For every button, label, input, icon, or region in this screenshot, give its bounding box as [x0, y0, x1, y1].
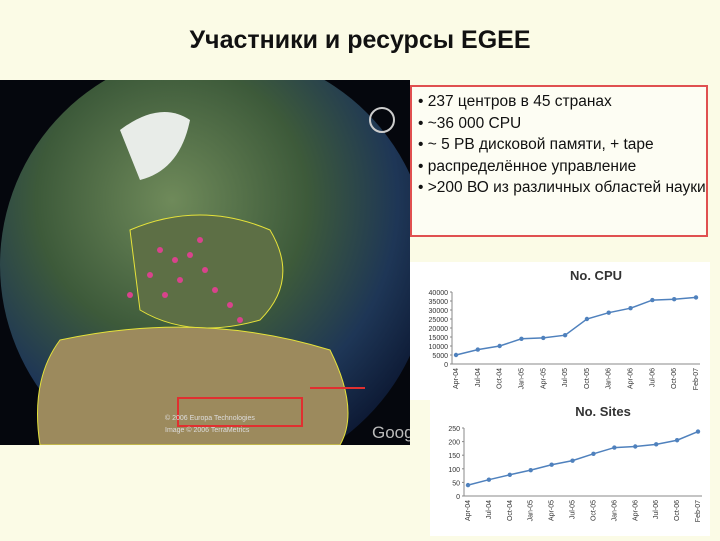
x-tick-label: Jul-04	[475, 368, 482, 387]
y-tick-label: 25000	[429, 317, 449, 324]
point	[628, 306, 633, 311]
point	[528, 467, 533, 473]
bullet: • >200 ВО из различных областей науки	[418, 179, 706, 196]
point	[497, 343, 502, 349]
credit: © 2006 Europa Technologies	[165, 414, 255, 422]
bullet: • распределённое управление	[418, 157, 637, 175]
credit: Image © 2006 TerraMetrics	[165, 426, 250, 434]
highlight-box	[177, 397, 303, 427]
x-tick-label: Oct-05	[590, 500, 597, 521]
y-tick-label: 0	[456, 494, 460, 501]
point	[519, 336, 524, 341]
land-ice	[120, 112, 190, 180]
y-tick-label: 5000	[432, 353, 448, 360]
x-tick-label: Feb-07	[695, 500, 702, 522]
logo: Google	[372, 423, 410, 442]
point	[465, 482, 471, 488]
point	[633, 444, 638, 449]
point	[562, 333, 568, 338]
line	[455, 296, 697, 356]
x-tick-label: Feb-07	[693, 368, 700, 390]
point	[549, 462, 554, 467]
chart-box: No. CPU 0 5000 10000 15000 20000 25000 30000 350…	[410, 262, 710, 400]
point	[695, 429, 701, 434]
point	[674, 438, 680, 443]
globe-image: © 2006 Europa Technologies Image © 2006 …	[0, 80, 410, 445]
x-tick-label: Oct-06	[674, 500, 681, 521]
y-tick-label: 0	[444, 362, 448, 369]
point	[475, 347, 481, 352]
y-tick-label: 100	[448, 467, 460, 474]
point	[541, 335, 546, 341]
point	[591, 451, 596, 457]
point	[650, 297, 655, 303]
x-tick-label: Oct-06	[671, 368, 678, 389]
x-tick-label: Apr-06	[632, 500, 639, 521]
slide-title: Участники и ресурсы EGEE	[189, 26, 531, 54]
point	[453, 352, 459, 358]
x-tick-label: Oct-05	[584, 368, 591, 389]
bullet-box: • 237 центров в 45 странах • ~36 000 CPU •…	[410, 85, 708, 237]
x-tick-label: Jul-05	[562, 368, 569, 387]
site-markers	[127, 237, 243, 323]
x-tick-label: Apr-04	[465, 500, 472, 521]
y-tick-label: 150	[448, 453, 460, 460]
y-tick-label: 35000	[429, 299, 449, 306]
compass	[369, 107, 395, 133]
x-tick-label: Oct-04	[497, 368, 504, 389]
x-tick-label: Jan-06	[606, 368, 613, 390]
point	[570, 458, 575, 463]
x-tick-label: Jul-05	[570, 500, 577, 519]
y-tick-label: 20000	[429, 326, 449, 333]
y-tick-label: 40000	[429, 290, 449, 297]
x-tick-label: Apr-05	[549, 500, 556, 521]
x-tick-label: Oct-04	[507, 500, 514, 521]
y-tick-label: 30000	[429, 308, 449, 315]
point	[584, 316, 590, 322]
bullet: • 237 центров в 45 странах	[418, 93, 612, 110]
land-africa	[37, 326, 349, 445]
chart-title: No. CPU	[570, 268, 622, 283]
y-tick-label: 15000	[429, 335, 449, 342]
x-tick-label: Apr-05	[540, 368, 547, 389]
bullet: • ~36 000 CPU	[418, 114, 522, 132]
x-tick-label: Jul-06	[653, 500, 660, 519]
chart-title: No. Sites	[575, 404, 631, 419]
point	[486, 477, 492, 482]
x-tick-label: Jan-05	[518, 368, 525, 390]
point	[606, 310, 611, 315]
point	[507, 472, 513, 477]
point	[653, 442, 659, 447]
bullet: • ~ 5 PB дисковой памяти, + tape	[418, 136, 654, 153]
point	[693, 295, 699, 300]
chart-box: No. Sites 0 50 100 150 200 250 Apr-04 Jul-04 Oct-…	[430, 398, 710, 536]
x-tick-label: Jan-06	[611, 500, 618, 522]
point	[671, 297, 677, 302]
y-tick-label: 50	[452, 480, 460, 487]
y-tick-label: 10000	[429, 344, 449, 351]
y-tick-label: 250	[448, 426, 460, 433]
x-tick-label: Apr-06	[628, 368, 635, 389]
x-tick-label: Jul-04	[486, 500, 493, 519]
line	[467, 430, 699, 486]
y-tick-label: 200	[448, 440, 460, 447]
chart: No. CPU 0 5000 10000 15000 20000 25000 30000 350…	[429, 268, 700, 390]
chart: No. Sites 0 50 100 150 200 250 Apr-04 Jul-04 Oct-…	[448, 404, 702, 522]
x-tick-label: Apr-04	[453, 368, 460, 389]
point	[612, 445, 617, 450]
x-tick-label: Jul-06	[649, 368, 656, 387]
x-tick-label: Jan-05	[528, 500, 535, 522]
